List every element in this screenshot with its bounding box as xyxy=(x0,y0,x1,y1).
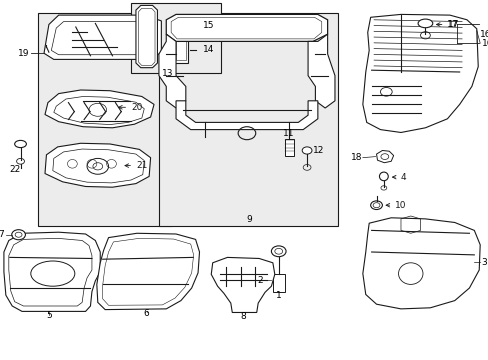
Text: 7: 7 xyxy=(0,230,4,239)
Bar xyxy=(285,139,293,156)
Ellipse shape xyxy=(417,19,432,28)
Bar xyxy=(159,13,337,226)
Polygon shape xyxy=(45,143,150,187)
Text: 3: 3 xyxy=(481,258,487,266)
Text: 1: 1 xyxy=(275,291,281,300)
Text: 16: 16 xyxy=(479,30,488,39)
Polygon shape xyxy=(45,90,154,128)
Text: 19: 19 xyxy=(18,49,29,58)
Text: 15: 15 xyxy=(203,22,214,31)
Polygon shape xyxy=(166,14,327,41)
Bar xyxy=(130,3,221,73)
Ellipse shape xyxy=(379,172,387,181)
Text: 5: 5 xyxy=(46,310,52,320)
Text: 20: 20 xyxy=(119,103,142,112)
Text: 13: 13 xyxy=(161,69,173,78)
Text: 22: 22 xyxy=(9,165,20,174)
Text: 9: 9 xyxy=(246,215,252,224)
Text: 18: 18 xyxy=(350,153,362,162)
Polygon shape xyxy=(44,15,161,59)
Bar xyxy=(176,41,185,60)
Polygon shape xyxy=(376,150,393,163)
Polygon shape xyxy=(136,5,157,68)
Polygon shape xyxy=(211,257,274,312)
Polygon shape xyxy=(362,218,479,309)
Text: 17: 17 xyxy=(447,20,459,29)
Text: 14: 14 xyxy=(203,45,214,54)
Text: 2: 2 xyxy=(257,276,263,284)
Bar xyxy=(272,274,284,292)
Text: 4: 4 xyxy=(392,173,406,181)
Text: 10: 10 xyxy=(386,201,406,210)
Bar xyxy=(38,13,172,226)
Ellipse shape xyxy=(12,230,25,240)
Polygon shape xyxy=(176,101,317,130)
Text: 8: 8 xyxy=(240,311,246,320)
Polygon shape xyxy=(97,233,199,310)
Ellipse shape xyxy=(15,140,26,148)
Polygon shape xyxy=(307,34,334,108)
Ellipse shape xyxy=(271,246,285,257)
Text: 21: 21 xyxy=(125,161,147,170)
Text: 11: 11 xyxy=(282,129,294,138)
Bar xyxy=(220,267,266,286)
Polygon shape xyxy=(159,34,185,108)
Text: 17: 17 xyxy=(436,20,458,29)
Ellipse shape xyxy=(172,17,189,35)
Polygon shape xyxy=(362,14,477,132)
Ellipse shape xyxy=(370,201,382,210)
Ellipse shape xyxy=(302,147,311,154)
Polygon shape xyxy=(4,232,100,311)
Text: 12: 12 xyxy=(312,146,324,155)
Text: 16: 16 xyxy=(481,39,488,48)
Bar xyxy=(173,39,188,63)
Text: 6: 6 xyxy=(143,309,149,318)
